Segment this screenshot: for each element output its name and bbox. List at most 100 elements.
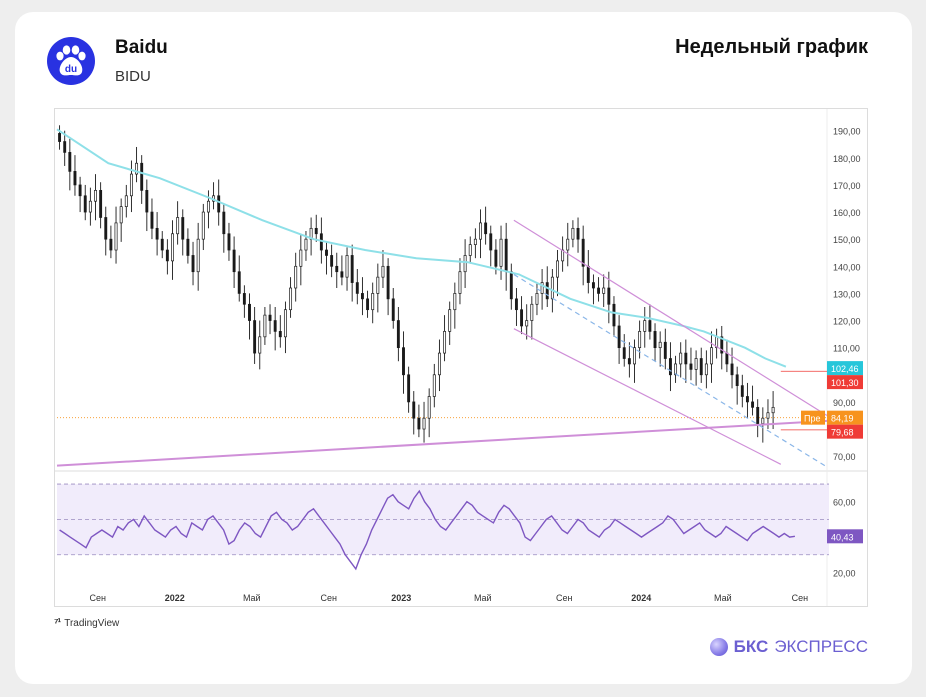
candle: [237, 255, 241, 302]
candle-body: [263, 314, 267, 338]
candle-body: [479, 222, 482, 240]
candle-body: [617, 325, 621, 349]
candle: [627, 342, 631, 378]
candle-body: [422, 417, 426, 430]
candle: [227, 222, 231, 261]
candle: [402, 331, 405, 394]
candle: [263, 306, 267, 345]
candle-body: [73, 171, 77, 186]
candle-body: [181, 217, 185, 240]
candle: [489, 225, 493, 267]
price-axis-tick: 120,00: [833, 317, 861, 327]
candle-body: [689, 363, 693, 370]
candle-body: [248, 303, 251, 321]
candle: [653, 323, 657, 362]
candle: [484, 206, 488, 245]
candle-body: [556, 260, 559, 278]
candle-body: [129, 173, 133, 197]
candle-body: [437, 352, 441, 376]
x-axis-tick: Май: [474, 593, 492, 603]
candle: [114, 206, 118, 264]
candle-body: [299, 249, 303, 267]
candle-body: [751, 401, 755, 408]
candle: [155, 212, 159, 256]
candle-body: [643, 320, 647, 332]
candle-body: [766, 412, 770, 419]
candle: [607, 271, 611, 324]
price-axis-tick: 190,00: [833, 127, 861, 137]
candle: [325, 241, 328, 275]
price-axis-tick: 110,00: [833, 344, 860, 354]
candle: [437, 339, 441, 392]
candle-body: [597, 287, 601, 294]
chart-svg[interactable]: 190,00 180,00 170,00 160,00 150,00 140,00 130,…: [55, 109, 867, 606]
price-label: 79,68: [831, 428, 854, 438]
rsi-line: [59, 489, 796, 571]
candle-body: [591, 282, 595, 289]
candle: [663, 328, 667, 370]
candle-body: [602, 287, 606, 294]
candle-body: [201, 211, 205, 240]
candle: [597, 277, 601, 302]
candle-body: [104, 217, 108, 240]
candle: [561, 236, 565, 272]
candle-body: [653, 331, 657, 349]
chart-container[interactable]: 190,00 180,00 170,00 160,00 150,00 140,00 130,…: [54, 108, 868, 607]
candle-body: [196, 238, 200, 273]
candle: [530, 296, 534, 340]
candle-body: [740, 385, 744, 397]
candle: [99, 182, 103, 229]
trend-line-support: [56, 419, 828, 467]
candle: [160, 231, 164, 259]
candle-body: [566, 238, 570, 251]
candle-body: [725, 352, 729, 365]
price-axis-tick: 70,00: [833, 452, 856, 462]
candle: [571, 220, 575, 248]
candle: [181, 209, 185, 256]
candle-body: [504, 238, 508, 273]
rsi-axis-tick: 20,00: [833, 568, 856, 578]
candle: [417, 404, 421, 438]
candle-body: [381, 265, 385, 278]
candle-body: [771, 406, 775, 414]
candle: [350, 244, 354, 302]
candle: [186, 228, 190, 264]
candle-body: [222, 211, 226, 235]
candle: [633, 339, 636, 383]
candle: [150, 198, 154, 240]
candle: [540, 269, 544, 310]
candle: [499, 225, 503, 280]
candle: [412, 391, 416, 435]
candle: [715, 328, 719, 359]
candle: [479, 209, 482, 259]
candle: [222, 203, 226, 253]
candle-body: [525, 320, 529, 327]
candle-body: [160, 238, 164, 251]
candle-body: [371, 293, 375, 311]
candle: [232, 236, 236, 288]
candle-body: [155, 227, 159, 240]
candle: [407, 366, 411, 413]
candle-body: [499, 238, 503, 267]
candle: [473, 228, 477, 259]
rsi-axis-tick: 60,00: [833, 498, 856, 508]
candle: [386, 258, 390, 316]
candle-body: [432, 374, 436, 397]
candle: [525, 304, 529, 340]
candle: [212, 182, 216, 210]
candle-body: [463, 255, 467, 273]
x-axis-tick: Сен: [90, 593, 107, 603]
candle-body: [242, 293, 246, 305]
candle-body: [330, 255, 334, 267]
candle: [176, 201, 180, 245]
candle: [391, 288, 395, 329]
candle-body: [340, 271, 344, 278]
candle: [314, 214, 318, 242]
candle: [535, 282, 539, 316]
candle: [427, 388, 431, 438]
candle-body: [581, 238, 585, 267]
candle: [735, 366, 739, 405]
x-axis-tick: Май: [243, 593, 261, 603]
candle: [720, 325, 724, 370]
candle-body: [345, 255, 349, 278]
